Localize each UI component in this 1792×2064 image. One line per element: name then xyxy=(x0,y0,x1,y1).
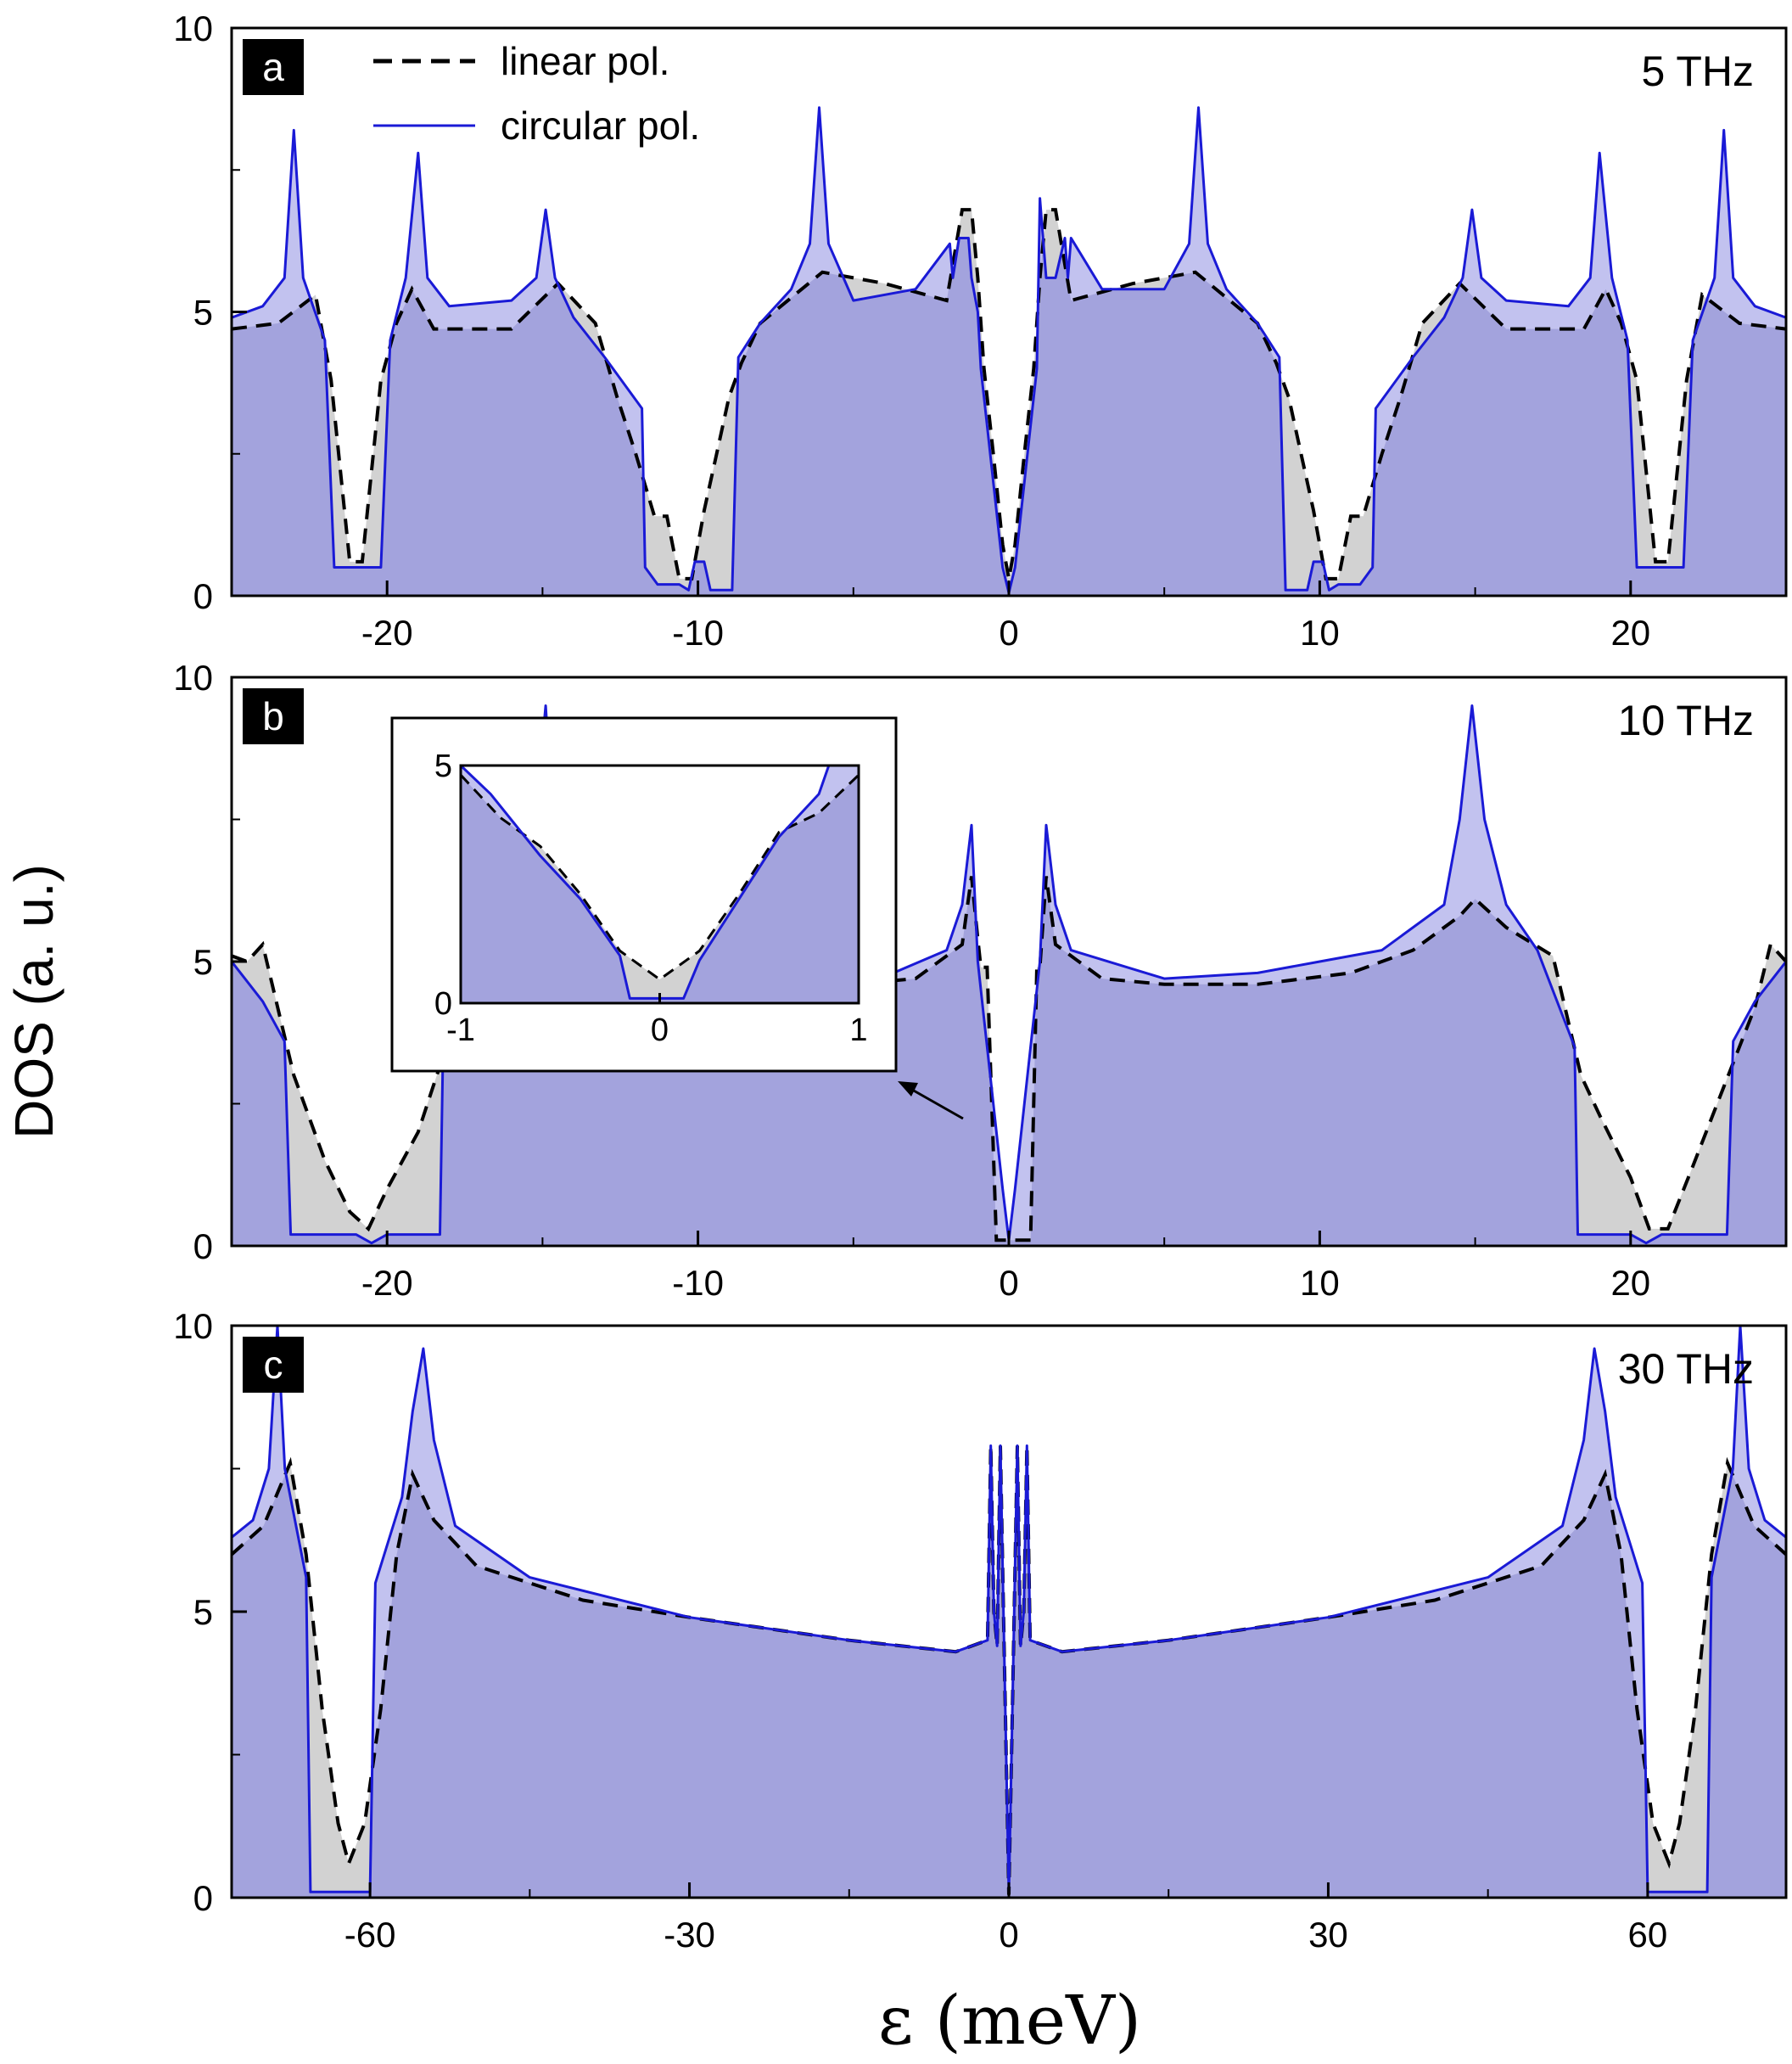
panel-c-xtick-label: 0 xyxy=(999,1915,1018,1955)
inset-xtick-label: 0 xyxy=(651,1012,669,1048)
inset-arrow-line xyxy=(905,1085,964,1120)
legend-linear-label: linear pol. xyxy=(501,39,669,83)
panel-b-ytick-label: 10 xyxy=(173,658,213,698)
panel-a-xtick-label: 0 xyxy=(999,613,1018,653)
panel-b-badge: b xyxy=(243,688,304,744)
panel-b-badge-bg xyxy=(243,688,304,744)
inset-ytick-label: 5 xyxy=(434,749,452,784)
panel-b-badge-label: b xyxy=(262,694,284,738)
panel-b-inset: -1 0 105 xyxy=(390,716,964,1120)
panel-a-xtick-label: -20 xyxy=(361,613,413,653)
panel-c-xtick-label: -30 xyxy=(664,1915,715,1955)
legend-circular-label: circular pol. xyxy=(501,104,700,148)
panel-c-badge-label: c xyxy=(264,1343,283,1387)
panel-c-ytick-label: 5 xyxy=(193,1592,213,1632)
panel-a-ytick-label: 0 xyxy=(193,576,213,616)
panel-a-xtick-label: 10 xyxy=(1300,613,1340,653)
panel-c-plot-area xyxy=(232,1326,1786,1898)
inset-xtick-label: -1 xyxy=(446,1012,475,1048)
inset-overlap-area xyxy=(461,775,859,1003)
panel-b-ytick-label: 0 xyxy=(193,1226,213,1266)
panel-b-ytick-label: 5 xyxy=(193,942,213,982)
inset-arrow-head xyxy=(898,1081,918,1096)
panel-c-ytick-label: 0 xyxy=(193,1878,213,1918)
legend: linear pol. circular pol. xyxy=(373,39,700,148)
panel-a-badge-bg xyxy=(243,39,304,95)
panel-c-xtick-label: 60 xyxy=(1628,1915,1668,1955)
panel-a-plot-area xyxy=(232,106,1786,596)
panel-a-badge-label: a xyxy=(262,45,284,89)
panel-c-frequency-label: 30 THz xyxy=(1618,1345,1754,1393)
panel-a-frequency-label: 5 THz xyxy=(1642,48,1754,95)
panel-c-xtick-label: 30 xyxy=(1308,1915,1348,1955)
x-axis-label: ε (meV) xyxy=(878,1981,1141,2060)
inset-xtick-label: 1 xyxy=(849,1012,867,1048)
inset-ytick-label: 0 xyxy=(434,986,452,1022)
panel-c-xtick-label: -60 xyxy=(344,1915,396,1955)
panel-c-ytick-label: 10 xyxy=(173,1306,213,1346)
panel-a-badge: a xyxy=(243,39,304,95)
panel-c: -60 -30 0 30 60 0 5 10 c 30 THz xyxy=(173,1306,1788,1955)
inset-linear-line xyxy=(461,774,859,981)
panel-b-xtick-label: -20 xyxy=(361,1263,413,1303)
panel-b-xtick-label: 20 xyxy=(1610,1263,1650,1303)
panel-b-overlap-area xyxy=(232,876,1786,1246)
panel-c-overlap-area xyxy=(232,1445,1786,1898)
panel-a-ytick-label: 10 xyxy=(173,8,213,48)
panel-a-ytick-label: 5 xyxy=(193,293,213,333)
inset-plot-area xyxy=(461,766,859,1003)
panel-b-circular-line xyxy=(232,704,1786,1245)
panel-a-xtick-label: 20 xyxy=(1610,613,1650,653)
panel-a: -20 -10 0 10 20 0 5 10 a 5 THz xyxy=(173,8,1788,653)
panel-b-xtick-label: 0 xyxy=(999,1263,1018,1303)
panel-a-overlap-area xyxy=(232,210,1786,596)
panel-c-badge-bg xyxy=(243,1337,304,1393)
panel-b-xtick-label: 10 xyxy=(1300,1263,1340,1303)
panel-b-xtick-label: -10 xyxy=(672,1263,724,1303)
panel-b-linear-line xyxy=(232,876,1786,1242)
panel-c-badge: c xyxy=(243,1337,304,1393)
y-axis-label: DOS (a. u.) xyxy=(3,864,64,1139)
inset-circular-line xyxy=(461,766,859,1000)
panel-b-frequency-label: 10 THz xyxy=(1618,697,1754,744)
panel-a-xtick-label: -10 xyxy=(672,613,724,653)
